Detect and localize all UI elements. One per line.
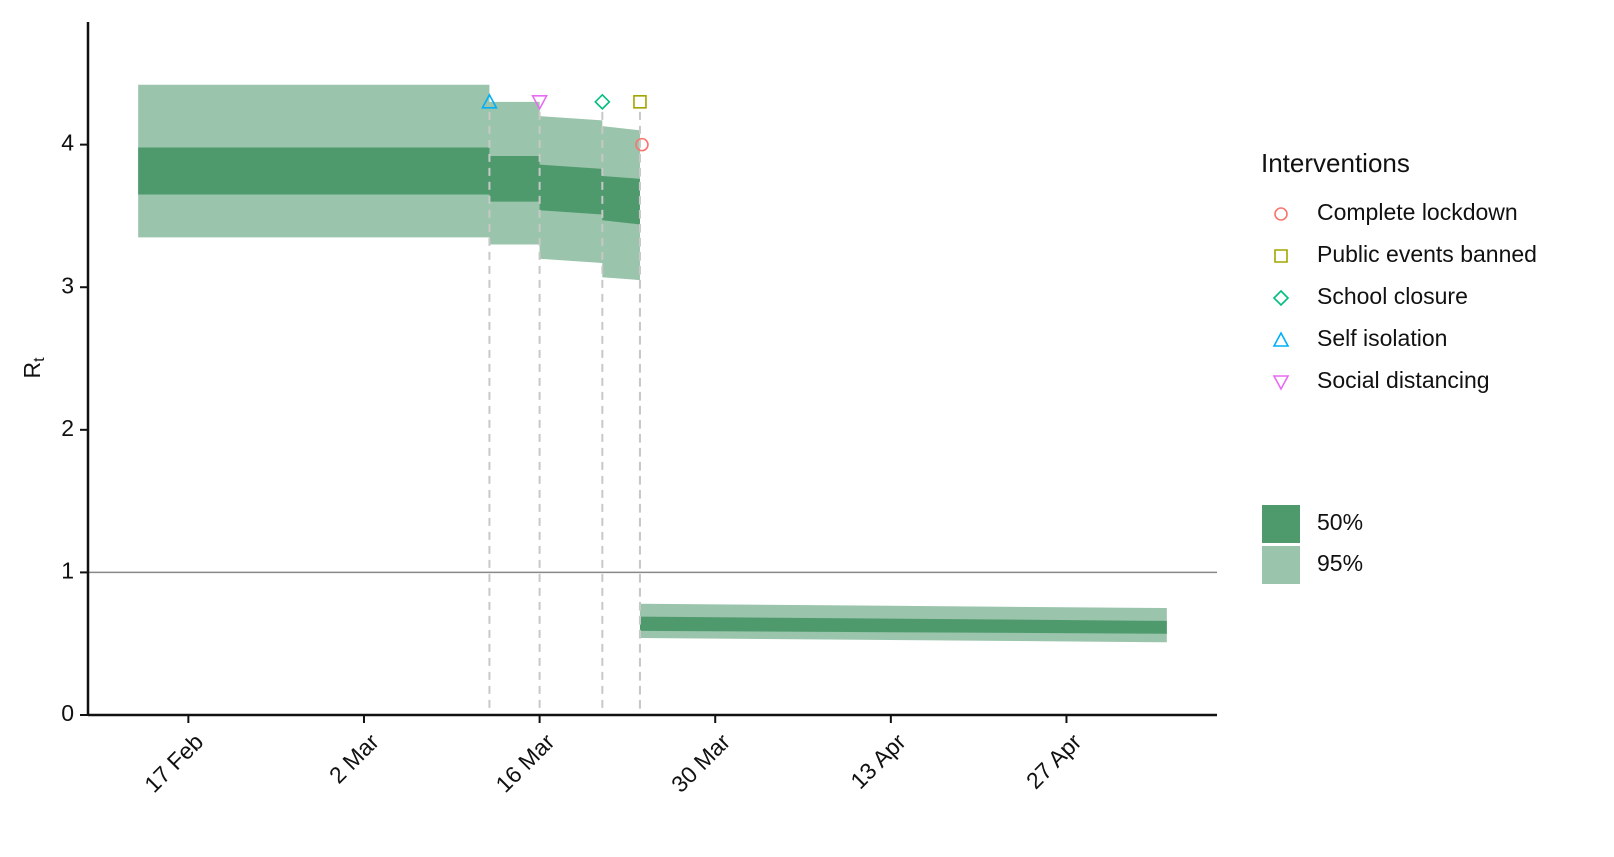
legend-label: School closure — [1317, 283, 1468, 309]
legend-label: 95% — [1317, 550, 1363, 576]
marker — [633, 95, 647, 109]
marker — [481, 93, 498, 109]
legend-title: Interventions — [1261, 148, 1410, 178]
y-tick-label: 3 — [61, 272, 74, 298]
band-area — [639, 616, 1167, 634]
legend-marker — [1274, 249, 1288, 263]
legend-label: 50% — [1317, 509, 1363, 535]
x-tick-label: 27 Apr — [1021, 728, 1087, 794]
marker — [594, 93, 611, 110]
y-axis-label-sub: t — [31, 357, 48, 362]
legend-swatch — [1262, 505, 1300, 543]
y-tick-label: 0 — [61, 700, 74, 726]
legend-marker — [1272, 331, 1290, 347]
legend-marker — [1272, 375, 1290, 391]
x-tick-label: 13 Apr — [845, 728, 911, 794]
x-tick-label: 17 Feb — [139, 728, 208, 797]
x-tick-label: 30 Mar — [666, 728, 735, 797]
marker — [635, 137, 649, 152]
legend-label: Self isolation — [1317, 325, 1447, 351]
legend-label: Public events banned — [1317, 241, 1537, 267]
legend-label: Complete lockdown — [1317, 199, 1518, 225]
y-tick-label: 4 — [61, 130, 74, 156]
legend-swatch — [1262, 546, 1300, 584]
y-tick-label: 1 — [61, 557, 74, 583]
y-axis-label: Rt — [19, 357, 48, 379]
legend-marker — [1272, 289, 1290, 307]
legend-marker — [1274, 207, 1288, 221]
legend-label: Social distancing — [1317, 367, 1490, 393]
y-axis-label-main: R — [19, 362, 45, 379]
y-tick-label: 2 — [61, 415, 74, 441]
x-tick-label: 16 Mar — [490, 728, 559, 797]
x-tick-label: 2 Mar — [324, 728, 384, 788]
band-area — [138, 147, 640, 225]
marker — [531, 95, 548, 111]
